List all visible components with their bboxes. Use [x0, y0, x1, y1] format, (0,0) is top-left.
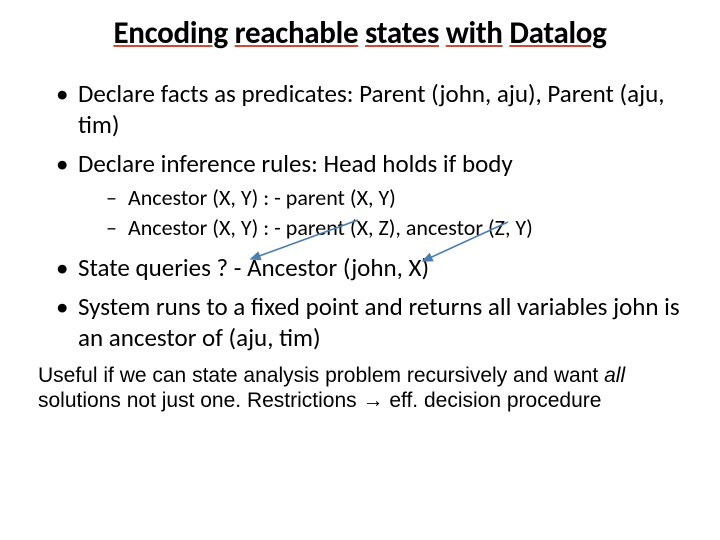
bullet-text: System runs to a fixed point and returns… — [78, 291, 680, 353]
footer-all: all — [604, 364, 625, 387]
bullet-text-mid: holds if — [377, 148, 462, 179]
footer-text: Useful if we can state analysis problem … — [38, 364, 604, 387]
title-word-3: states — [365, 14, 439, 52]
sub-text: Ancestor (X, Y) : - parent (X, Y) — [128, 184, 396, 211]
title-word-5: Datalog — [509, 14, 606, 52]
body-word: body — [462, 148, 513, 179]
sub-text: Ancestor (X, Y) : - parent (X, Z), ances… — [128, 214, 533, 241]
title-word-2: reachable — [235, 14, 359, 52]
head-word: Head — [324, 148, 377, 179]
footer-note: Useful if we can state analysis problem … — [38, 363, 682, 414]
bullet-text-prefix: Declare inference rules: — [78, 148, 324, 179]
bullet-list: Declare facts as predicates: Parent (joh… — [38, 78, 682, 353]
title-word-1: Encoding — [113, 14, 227, 52]
sub-item: Ancestor (X, Y) : - parent (X, Y) — [106, 183, 682, 213]
bullet-item: Declare facts as predicates: Parent (joh… — [56, 78, 682, 140]
bullet-item: Declare inference rules: Head holds if b… — [56, 148, 682, 244]
arrow-glyph: → — [363, 389, 384, 412]
footer-text: solutions not just one. Restrictions — [38, 389, 363, 412]
bullet-text: State queries ? - Ancestor (john, X) — [78, 252, 429, 283]
title-word-4: with — [446, 14, 503, 52]
sub-list: Ancestor (X, Y) : - parent (X, Y) Ancest… — [78, 183, 682, 244]
sub-item: Ancestor (X, Y) : - parent (X, Z), ances… — [106, 213, 682, 243]
bullet-item: State queries ? - Ancestor (john, X) — [56, 252, 682, 283]
footer-text: eff. decision procedure — [384, 389, 602, 412]
bullet-text: Declare facts as predicates: Parent (joh… — [78, 78, 664, 140]
bullet-item: System runs to a fixed point and returns… — [56, 291, 682, 353]
slide-title: Encoding reachable states with Datalog — [38, 14, 682, 52]
